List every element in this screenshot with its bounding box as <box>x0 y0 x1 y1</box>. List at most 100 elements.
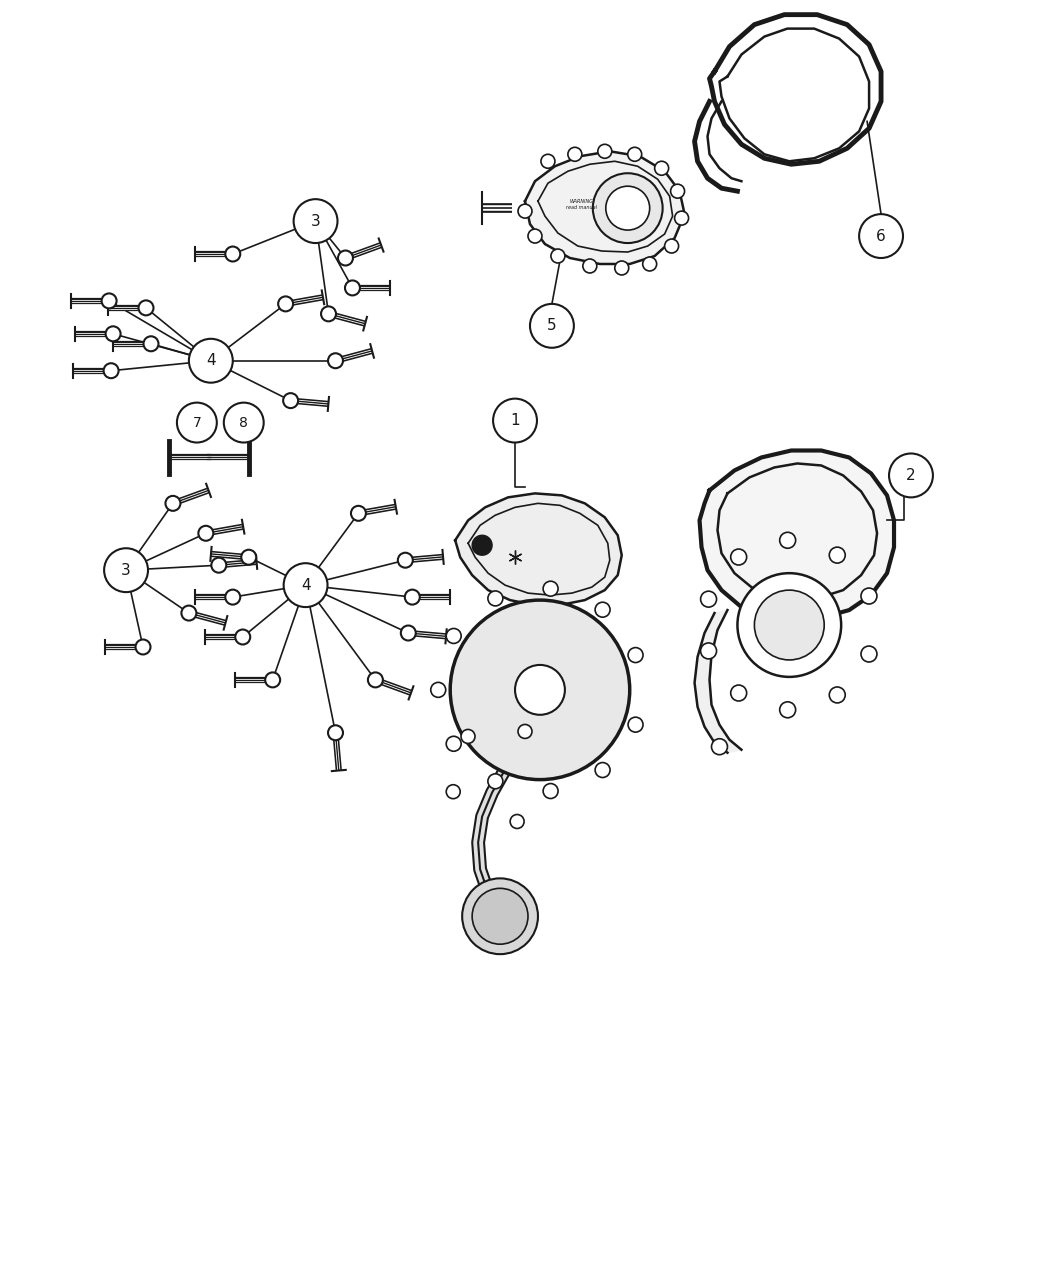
Circle shape <box>446 629 461 644</box>
Circle shape <box>595 602 610 617</box>
Circle shape <box>398 553 413 567</box>
Circle shape <box>104 363 119 379</box>
Circle shape <box>568 148 582 161</box>
Circle shape <box>528 230 542 244</box>
Circle shape <box>461 729 475 743</box>
Text: 3: 3 <box>311 214 320 228</box>
Circle shape <box>278 296 293 311</box>
Circle shape <box>671 184 685 198</box>
Circle shape <box>368 672 383 687</box>
Circle shape <box>628 717 643 732</box>
Circle shape <box>606 186 650 229</box>
Circle shape <box>226 589 240 604</box>
Circle shape <box>737 574 841 677</box>
Text: 3: 3 <box>121 562 131 578</box>
Circle shape <box>780 532 796 548</box>
Circle shape <box>472 536 492 555</box>
Text: 6: 6 <box>876 228 886 244</box>
Circle shape <box>614 261 629 275</box>
Circle shape <box>139 301 153 315</box>
Circle shape <box>189 339 233 382</box>
Circle shape <box>235 630 250 644</box>
Circle shape <box>494 399 537 442</box>
Circle shape <box>541 154 554 168</box>
Circle shape <box>144 337 159 351</box>
Text: 4: 4 <box>206 353 215 368</box>
Circle shape <box>593 173 663 244</box>
Circle shape <box>830 547 845 564</box>
Circle shape <box>597 144 612 158</box>
Circle shape <box>226 246 240 261</box>
Text: 5: 5 <box>547 319 557 333</box>
Circle shape <box>859 214 903 258</box>
Circle shape <box>628 648 643 663</box>
Circle shape <box>338 250 353 265</box>
Circle shape <box>242 550 256 565</box>
Circle shape <box>628 148 642 161</box>
Circle shape <box>211 557 227 572</box>
Polygon shape <box>456 493 622 606</box>
Circle shape <box>328 725 343 741</box>
Circle shape <box>351 506 365 520</box>
Circle shape <box>328 353 343 368</box>
Circle shape <box>518 204 532 218</box>
Circle shape <box>654 161 669 175</box>
Text: 4: 4 <box>300 578 311 593</box>
Circle shape <box>861 646 877 662</box>
Circle shape <box>543 784 558 798</box>
Circle shape <box>104 548 148 592</box>
Circle shape <box>446 736 461 751</box>
Circle shape <box>583 259 596 273</box>
Circle shape <box>321 306 336 321</box>
Circle shape <box>731 550 747 565</box>
Text: WARNING
read manual: WARNING read manual <box>566 199 597 209</box>
Polygon shape <box>699 450 894 620</box>
Circle shape <box>712 738 728 755</box>
Circle shape <box>488 774 503 789</box>
Circle shape <box>889 454 932 497</box>
Circle shape <box>446 784 460 798</box>
Text: 7: 7 <box>192 416 202 430</box>
Circle shape <box>102 293 117 309</box>
Circle shape <box>182 606 196 621</box>
Polygon shape <box>694 609 741 752</box>
Circle shape <box>284 393 298 408</box>
Circle shape <box>166 496 181 511</box>
Circle shape <box>472 889 528 945</box>
Circle shape <box>700 592 716 607</box>
Polygon shape <box>719 28 869 161</box>
Circle shape <box>516 666 565 715</box>
Circle shape <box>224 403 264 442</box>
Circle shape <box>198 525 213 541</box>
Circle shape <box>176 403 216 442</box>
Circle shape <box>830 687 845 703</box>
Circle shape <box>266 672 280 687</box>
Circle shape <box>674 212 689 226</box>
Circle shape <box>430 682 445 697</box>
Circle shape <box>595 762 610 778</box>
Circle shape <box>284 564 328 607</box>
Circle shape <box>106 326 121 342</box>
Circle shape <box>294 199 337 244</box>
Circle shape <box>754 590 824 660</box>
Circle shape <box>462 878 538 954</box>
Circle shape <box>643 258 656 272</box>
Circle shape <box>488 590 503 606</box>
Circle shape <box>780 701 796 718</box>
Circle shape <box>543 581 558 597</box>
Circle shape <box>518 724 532 738</box>
Text: 1: 1 <box>510 413 520 428</box>
Circle shape <box>450 601 630 779</box>
Circle shape <box>510 815 524 829</box>
Text: 8: 8 <box>239 416 248 430</box>
Circle shape <box>665 238 678 252</box>
Circle shape <box>551 249 565 263</box>
Circle shape <box>135 640 150 654</box>
Circle shape <box>731 685 747 701</box>
Circle shape <box>530 303 574 348</box>
Text: 2: 2 <box>906 468 916 483</box>
Polygon shape <box>525 152 685 264</box>
Circle shape <box>405 589 420 604</box>
Circle shape <box>861 588 877 604</box>
Circle shape <box>700 643 716 659</box>
